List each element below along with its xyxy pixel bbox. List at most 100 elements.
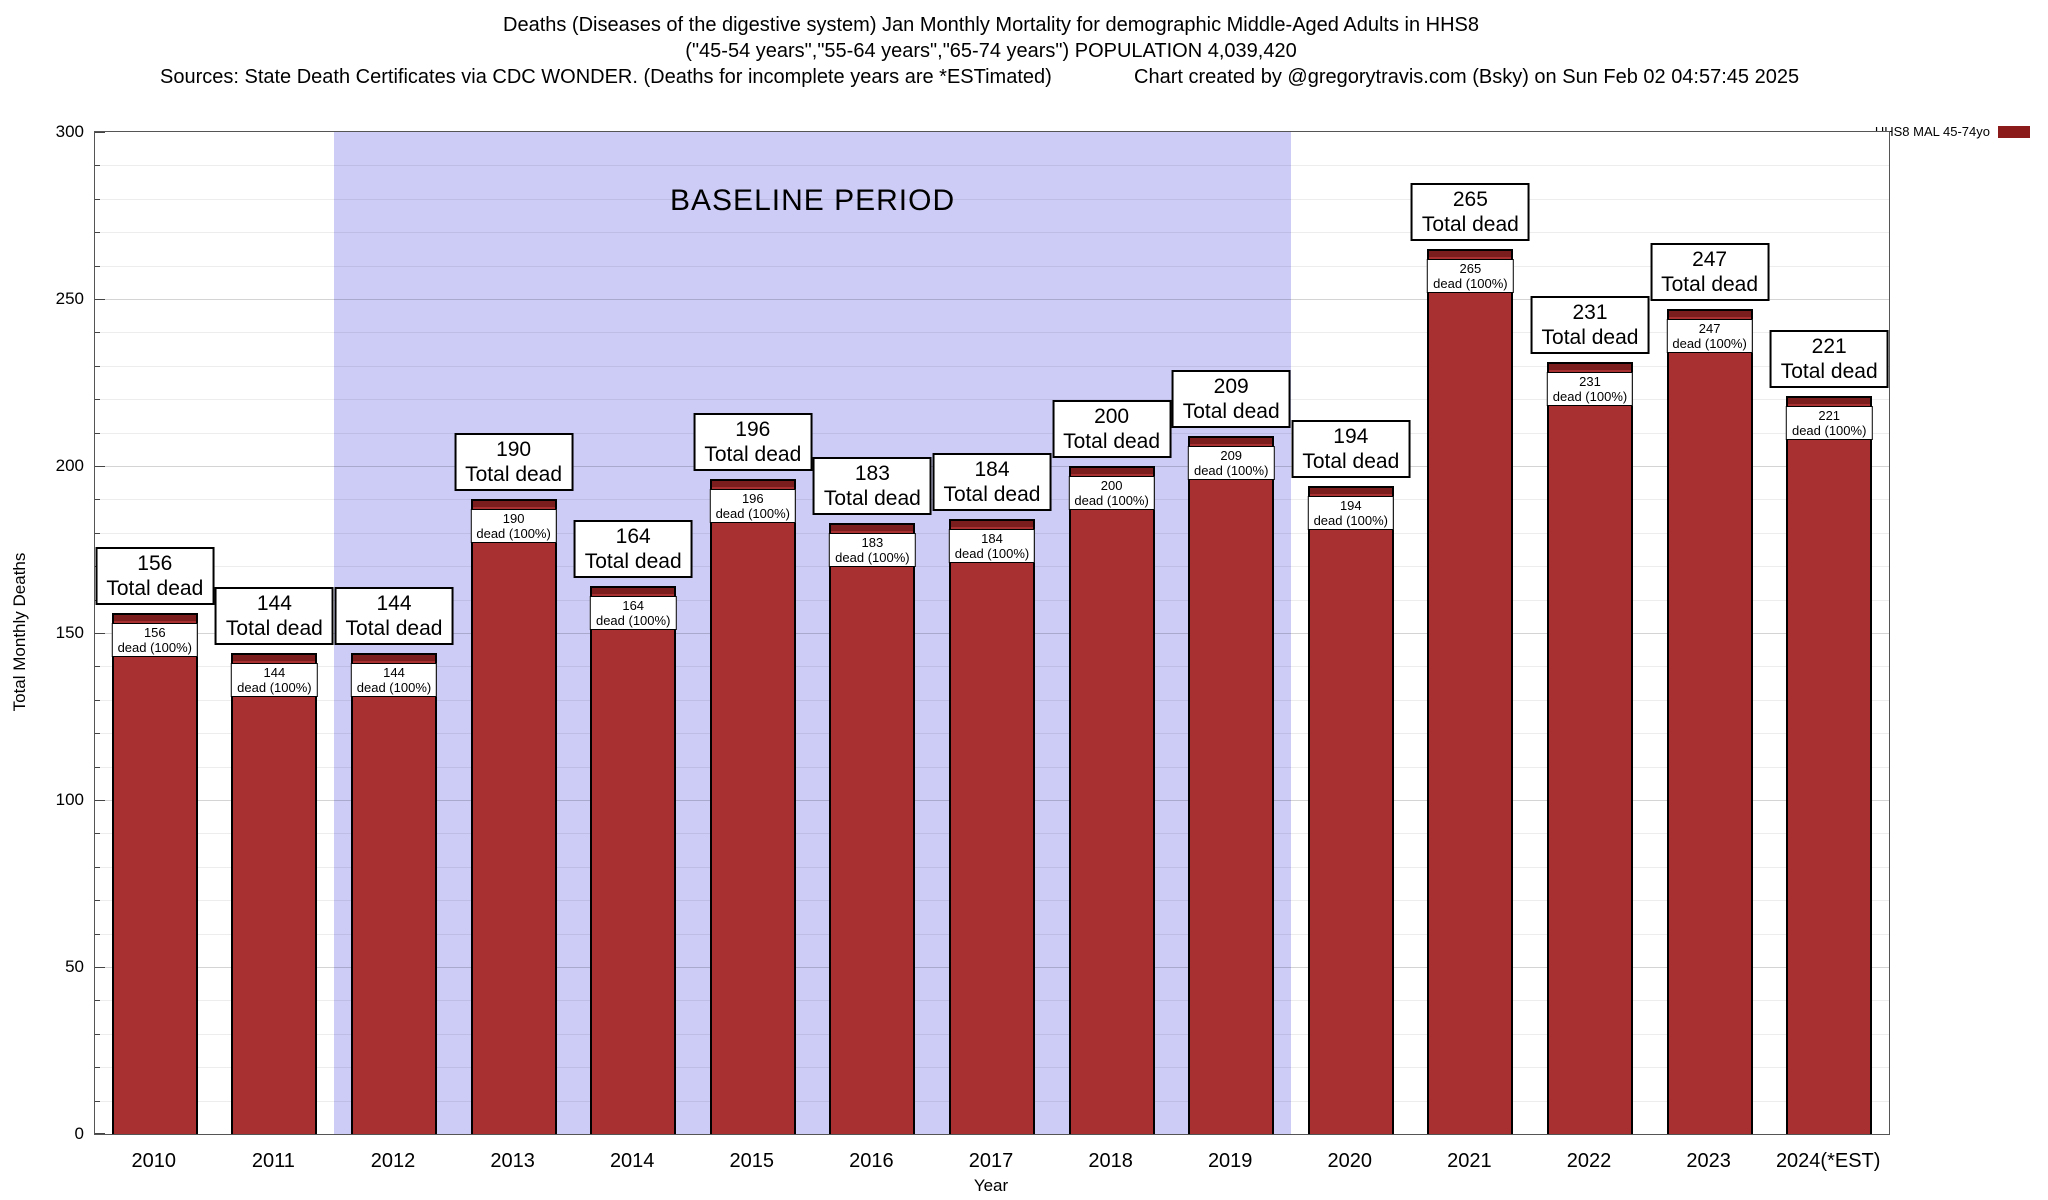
bar-inner-value: 190 — [502, 511, 525, 527]
y-tick-label: 200 — [55, 456, 84, 475]
x-tick-label: 2018 — [1088, 1150, 1133, 1172]
bar-total-value: 265 — [1452, 187, 1488, 211]
bar-top-cap — [711, 481, 794, 488]
bar-top-cap — [951, 521, 1033, 528]
bar-total-value: 196 — [735, 418, 771, 442]
bar-inner-label: 231 dead (100%) — [1546, 372, 1634, 407]
bar-total-text: Total dead — [465, 463, 563, 487]
y-tick-label: 300 — [55, 122, 84, 141]
bar-total-value: 190 — [496, 438, 532, 462]
bar-inner-label: 196 dead (100%) — [709, 489, 797, 524]
bar-inner-text: dead (100%) — [1791, 422, 1867, 438]
y-tick-mark — [95, 232, 100, 234]
bar-2015: 196 dead (100%) — [709, 479, 797, 1134]
x-tick-label: 2012 — [370, 1150, 416, 1172]
bar-total-text: Total dead — [345, 617, 443, 641]
bar-total-label: 209 Total dead — [1171, 369, 1291, 428]
bar-2018: 200 dead (100%) — [1068, 466, 1155, 1134]
y-tick-mark — [95, 1100, 100, 1102]
bar-total-value: 200 — [1094, 405, 1130, 428]
minor-gridline — [95, 232, 1889, 234]
y-tick-mark — [95, 432, 100, 434]
bar-inner-value: 196 — [741, 491, 764, 507]
bar-inner-label: 184 dead (100%) — [948, 529, 1036, 564]
bar-top-cap — [472, 501, 555, 508]
bar-total-value: 209 — [1213, 374, 1249, 398]
bar-inner-value: 200 — [1100, 478, 1123, 493]
y-tick-mark — [95, 766, 100, 768]
bar-inner-text: dead (100%) — [1313, 513, 1389, 529]
bar-total-value: 156 — [137, 551, 173, 575]
x-tick-label: 2024(*EST) — [1775, 1150, 1881, 1172]
major-gridline — [95, 299, 1889, 300]
bar-2021: 265 dead (100%) — [1427, 248, 1514, 1134]
plot-area: BASELINE PERIOD 156 dead (100%) 156 Total de… — [94, 131, 1890, 1135]
bar-total-label: 200 Total dead — [1052, 400, 1172, 458]
bar-inner-text: dead (100%) — [954, 546, 1030, 562]
bar-2012: 144 dead (100%) — [350, 653, 438, 1134]
bar-total-label: 156 Total dead — [95, 546, 215, 605]
bar-total-label: 144 Total dead — [214, 587, 334, 646]
x-axis-title: Year — [973, 1176, 1009, 1195]
y-tick-label: 100 — [55, 790, 84, 809]
bar-inner-text: dead (100%) — [835, 549, 910, 565]
bar-total-text: Total dead — [1182, 399, 1280, 423]
x-tick-label: 2014 — [609, 1150, 655, 1172]
bar-inner-label: 183 dead (100%) — [829, 532, 916, 567]
bar-total-value: 221 — [1811, 334, 1847, 358]
bar-2022: 231 dead (100%) — [1546, 362, 1634, 1134]
bar-2020: 194 dead (100%) — [1307, 486, 1395, 1134]
bar-inner-value: 144 — [263, 665, 286, 681]
y-tick-mark — [95, 265, 100, 267]
y-tick-mark — [95, 399, 100, 401]
bar-inner-value: 209 — [1220, 447, 1243, 463]
x-tick-label: 2017 — [968, 1150, 1014, 1172]
x-tick-label: 2013 — [490, 1150, 535, 1172]
bar-2023: 247 dead (100%) — [1666, 309, 1753, 1134]
bar-total-label: 194 Total dead — [1291, 420, 1411, 479]
bar-top-cap — [592, 588, 675, 595]
bar-total-text: Total dead — [1661, 273, 1759, 297]
bar-inner-label: 221 dead (100%) — [1785, 405, 1873, 440]
legend: HHS8 MAL 45-74yo — [1875, 124, 2030, 139]
bar-inner-text: dead (100%) — [1074, 493, 1149, 508]
x-tick-label: 2015 — [729, 1150, 775, 1172]
bar-total-text: Total dead — [1421, 212, 1519, 236]
bar-2017: 184 dead (100%) — [948, 519, 1036, 1134]
bar-inner-value: 247 — [1698, 321, 1721, 337]
bar-inner-label: 200 dead (100%) — [1068, 476, 1155, 510]
y-tick-mark — [95, 365, 100, 367]
bar-inner-value: 221 — [1818, 407, 1841, 423]
bar-2010: 156 dead (100%) — [111, 612, 199, 1134]
bar-total-text: Total dead — [225, 617, 323, 641]
bar-total-value: 184 — [974, 458, 1010, 482]
sources-note: Sources: State Death Certificates via CD… — [160, 66, 1052, 88]
bar-inner-label: 164 dead (100%) — [589, 596, 677, 631]
bar-total-label: 183 Total dead — [812, 456, 932, 515]
y-tick-mark — [95, 132, 105, 133]
bar-inner-text: dead (100%) — [356, 680, 432, 696]
bar-top-cap — [113, 614, 196, 621]
bar-inner-text: dead (100%) — [1193, 462, 1269, 478]
bar-inner-value: 231 — [1579, 374, 1601, 390]
bar-top-cap — [1429, 250, 1512, 257]
bar-total-text: Total dead — [704, 443, 802, 467]
bar-total-label: 265 Total dead — [1410, 182, 1530, 241]
bar-2016: 183 dead (100%) — [829, 522, 916, 1134]
bar-top-cap — [233, 655, 316, 662]
minor-gridline — [95, 399, 1889, 401]
bar-top-cap — [1668, 311, 1751, 318]
bar-inner-value: 184 — [981, 531, 1003, 547]
y-tick-label: 50 — [65, 957, 84, 976]
chart-title: Deaths (Diseases of the digestive system… — [503, 14, 1479, 36]
bar-total-label: 221 Total dead — [1769, 329, 1889, 388]
minor-gridline — [95, 332, 1889, 334]
bar-total-text: Total dead — [1541, 326, 1639, 350]
chart-subtitle: ("45-54 years","55-64 years","65-74 year… — [685, 40, 1297, 62]
bar-total-text: Total dead — [1302, 450, 1400, 474]
bar-2011: 144 dead (100%) — [231, 653, 318, 1134]
y-tick-label: 150 — [55, 623, 84, 642]
bar-total-label: 231 Total dead — [1530, 296, 1650, 355]
y-tick-label: 250 — [55, 289, 84, 308]
bar-total-label: 190 Total dead — [454, 433, 574, 492]
